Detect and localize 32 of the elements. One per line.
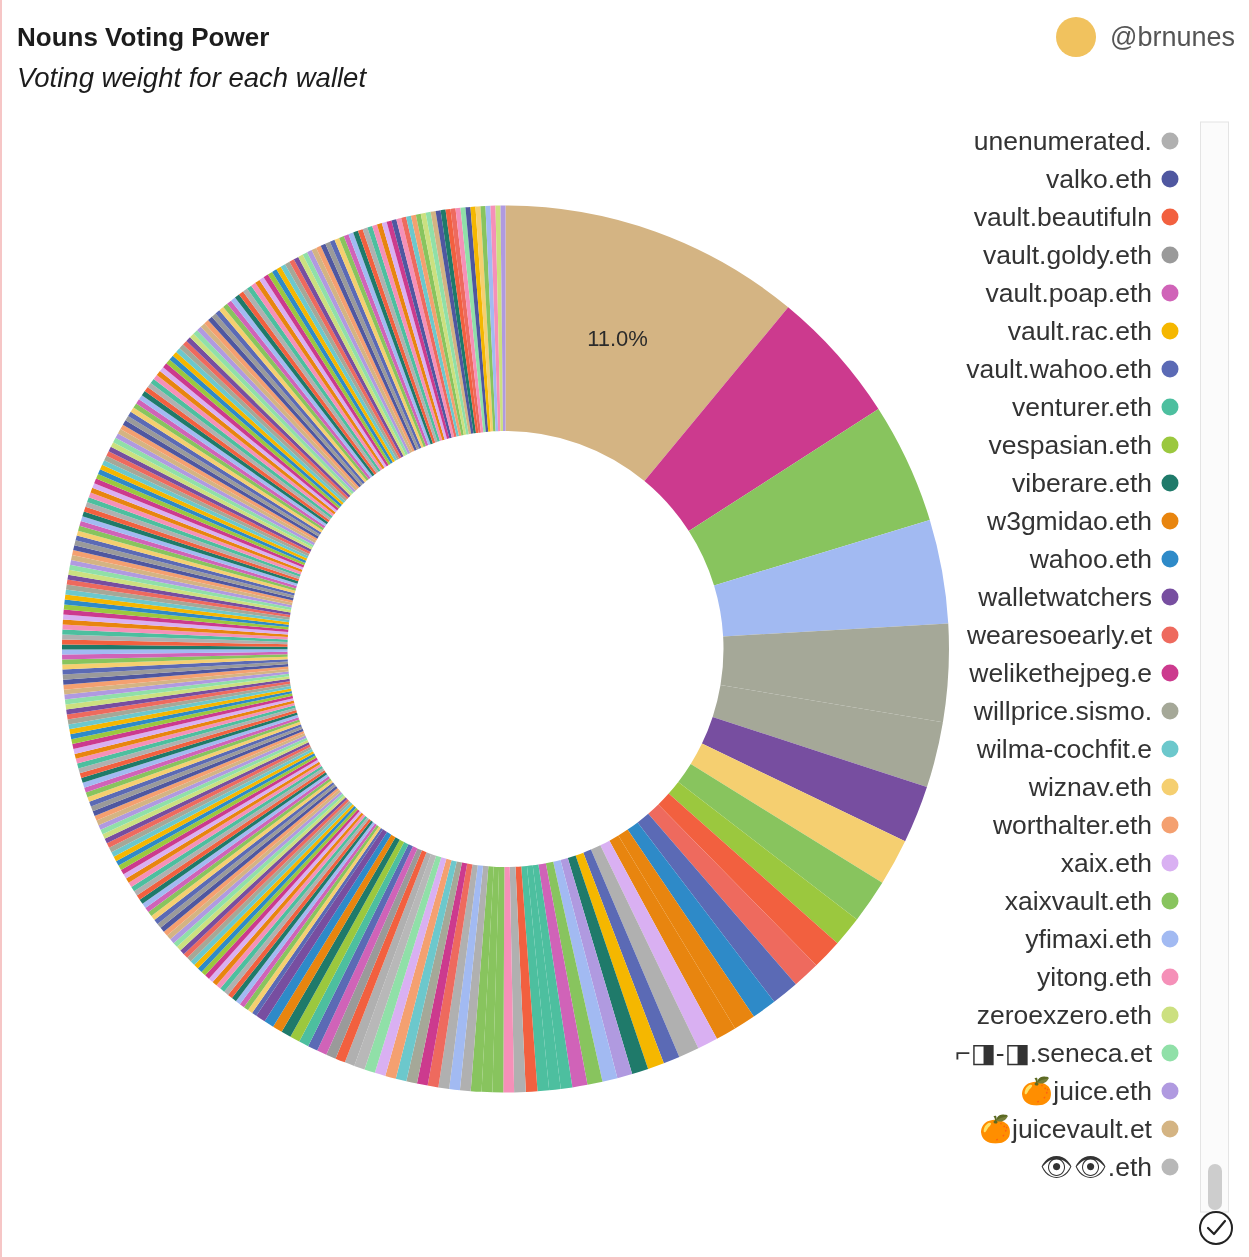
legend-label: xaixvault.eth (1004, 886, 1152, 916)
legend-label: unenumerated. (973, 126, 1152, 156)
subtitle: Voting weight for each wallet (17, 62, 367, 93)
annotation: @brnunes (1110, 22, 1235, 52)
legend-label: 🍊juicevault.et (979, 1113, 1153, 1144)
legend-label: welikethejpeg.e (968, 658, 1152, 688)
legend-label: wiznav.eth (1027, 772, 1152, 802)
value-label: 11.0% (587, 325, 648, 351)
legend-label: w3gmidao.eth (986, 506, 1152, 536)
legend-label: vault.rac.eth (1007, 316, 1152, 346)
legend-label: wilma-cochfit.e (975, 734, 1152, 764)
legend-label: venturer.eth (1012, 392, 1152, 422)
title: Nouns Voting Power (17, 22, 270, 52)
legend-label: viberare.eth (1012, 468, 1152, 498)
legend-label: vault.poap.eth (985, 278, 1152, 308)
legend-label: wearesoearly.et (965, 620, 1153, 650)
legend-label: walletwatchers (977, 582, 1152, 612)
legend-label: yitong.eth (1037, 962, 1152, 992)
legend-label: yfimaxi.eth (1025, 924, 1152, 954)
legend-label: ⌐◨-◨.seneca.et (955, 1038, 1153, 1068)
legend-label: vault.beautifuln (973, 202, 1152, 232)
legend-label: vespasian.eth (988, 430, 1152, 460)
legend-label: wahoo.eth (1028, 544, 1152, 574)
legend-label: willprice.sismo. (972, 696, 1152, 726)
legend-label: vault.goldy.eth (983, 240, 1152, 270)
legend-label: zeroexzero.eth (976, 1000, 1152, 1030)
legend-label: valko.eth (1045, 164, 1152, 194)
legend-label: 👁👁.eth (1039, 1152, 1152, 1182)
legend-label: 🍊juice.eth (1020, 1075, 1152, 1106)
legend-label: vault.wahoo.eth (966, 354, 1152, 384)
legend-label: worthalter.eth (991, 810, 1152, 840)
legend-label: xaix.eth (1060, 848, 1152, 878)
